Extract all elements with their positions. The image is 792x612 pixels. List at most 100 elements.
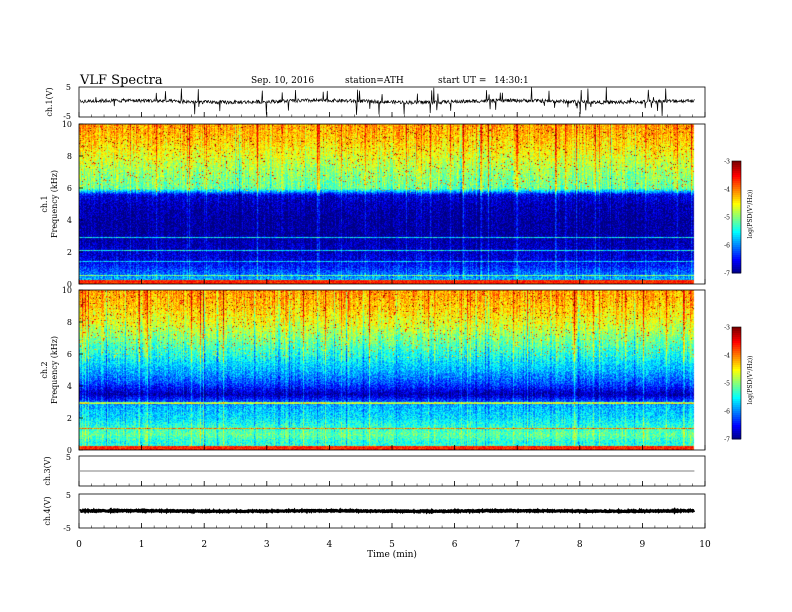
colorbar-step [732,193,741,196]
time-tick-label: 5 [389,540,395,550]
colorbar-step [732,337,741,340]
colorbar-step [732,259,741,262]
colorbar-step [732,409,741,412]
colorbar-step [732,183,741,186]
colorbar-step [732,371,741,374]
time-tick-label: 2 [201,540,207,550]
ch2-freq-ticks: 0 2 4 6 8 10 [62,286,83,455]
colorbar-step [732,401,741,404]
colorbar-step [732,341,741,344]
colorbar-step [732,219,741,222]
freq-tick-label: 4 [67,216,72,225]
colorbar-step [732,383,741,386]
colorbar-step [732,243,741,246]
ch4-waveform-ylabel: ch.4(V) [43,496,52,525]
colorbar-tick-label: -6 [724,243,730,250]
colorbar-step [732,237,741,240]
colorbar-tick-label: -5 [724,381,730,388]
colorbar-step [732,425,741,428]
colorbar-step [732,223,741,226]
colorbar-step [732,197,741,200]
colorbar-step [732,255,741,258]
ch1-spec-ylabel-freq: Frequency (kHz) [50,170,59,238]
colorbar-step [732,413,741,416]
colorbar-step [732,403,741,406]
ch1-waveform-panel: 5 -5 ch.1(V) [45,83,706,121]
colorbar-step [732,435,741,438]
colorbar-step [732,189,741,192]
waveform-line [79,507,696,515]
colorbar-step [732,271,741,274]
freq-tick-label: 8 [67,152,72,161]
colorbar-step [732,233,741,236]
colorbar-step [732,399,741,402]
freq-tick-label: 6 [67,184,72,193]
ch3-ytick-top: 5 [66,453,71,462]
freq-tick-label: 2 [67,248,72,257]
colorbar-step [732,329,741,332]
colorbar-step [732,395,741,398]
colorbar-step [732,191,741,194]
colorbar-step [732,241,741,244]
ch1-spectrogram-image [79,124,705,284]
colorbar-step [732,357,741,360]
ch3-waveform-panel: 5 ch.3(V) [43,453,706,487]
colorbar-step [732,225,741,228]
colorbar-step [732,263,741,266]
colorbar-frame [731,326,742,440]
colorbar-step [732,199,741,202]
freq-tick-label: 10 [62,286,72,295]
colorbar-step [732,247,741,250]
time-tick-label: 8 [577,540,583,550]
colorbar-step [732,381,741,384]
colorbar-step [732,239,741,242]
colorbar-step [732,207,741,210]
ch2-spec-ylabel-channel: ch.2 [40,361,49,378]
ch1-ytick-bottom: -5 [63,112,71,121]
colorbar-step [732,231,741,234]
colorbar-step [732,251,741,254]
time-tick-label: 3 [264,540,270,550]
ch4-ytick-bottom: -5 [63,524,71,533]
colorbar-step [732,419,741,422]
colorbar-step [732,417,741,420]
colorbar-step [732,217,741,220]
colorbar-step [732,269,741,272]
colorbar-step [732,213,741,216]
colorbar-step [732,353,741,356]
colorbar-step [732,215,741,218]
colorbar-tick-label: -3 [724,325,730,332]
ch2-colorbar: -3 -4 -5 -6 -7 [724,325,742,444]
time-tick-label: 4 [327,540,333,550]
colorbar-step [732,397,741,400]
colorbar-step [732,393,741,396]
colorbar-step [732,367,741,370]
colorbar-step [732,163,741,166]
colorbar-step [732,369,741,372]
colorbar-step [732,347,741,350]
ch3-waveform-ylabel: ch.3(V) [43,456,52,485]
colorbar-step [732,365,741,368]
ch2-spectrogram-image [79,290,705,450]
start-time-label: 14:30:1 [494,76,529,86]
colorbar-step [732,359,741,362]
colorbar-step [732,181,741,184]
colorbar-step [732,343,741,346]
colorbar-step [732,161,741,164]
colorbar-tick-label: -4 [724,187,730,194]
colorbar-step [732,227,741,230]
colorbar-step [732,377,741,380]
colorbar-step [732,177,741,180]
ch4-waveform-panel: 5 -5 ch.4(V) [43,491,706,533]
colorbar-step [732,249,741,252]
colorbar-step [732,267,741,270]
time-axis: 0 1 2 3 4 5 6 7 8 9 10 [76,112,711,550]
time-tick-label: 6 [452,540,458,550]
colorbar-step [732,431,741,434]
colorbar-step [732,201,741,204]
colorbar-step [732,175,741,178]
freq-tick-label: 10 [62,120,72,129]
colorbar-step [732,379,741,382]
colorbar-step [732,211,741,214]
